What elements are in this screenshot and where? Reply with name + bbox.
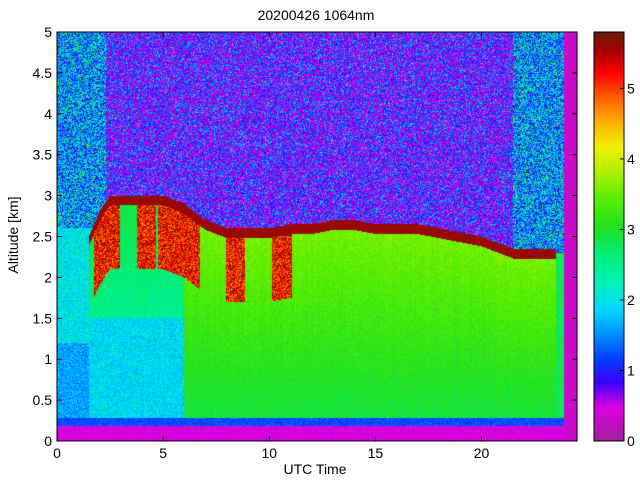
x-tick-label: 10	[261, 445, 277, 461]
y-tick-label: 4.5	[33, 65, 53, 81]
x-tick-label: 15	[368, 445, 384, 461]
y-tick-label: 2.5	[33, 229, 53, 245]
colorbar-tick-label: 0	[627, 433, 635, 449]
colorbar-frame	[593, 31, 625, 442]
y-tick-label: 3	[44, 188, 52, 204]
chart-title: 20200426 1064nm	[258, 7, 375, 23]
colorbar-tick-label: 1	[627, 362, 635, 378]
colorbar	[594, 32, 624, 441]
x-axis-label: UTC Time	[284, 461, 347, 477]
y-tick-label: 4	[44, 106, 52, 122]
x-axis-ticks: 0 5 10 15 20	[53, 32, 489, 461]
y-tick-label: 1	[44, 351, 52, 367]
colorbar-tick-label: 4	[627, 151, 635, 167]
y-axis-ticks: 0 0.5 1 1.5 2 2.5 3 3.5 4 4.5 5	[33, 24, 577, 449]
x-tick-label: 20	[474, 445, 490, 461]
x-tick-label: 0	[53, 445, 61, 461]
y-tick-label: 1.5	[33, 310, 53, 326]
y-tick-label: 5	[44, 24, 52, 40]
colorbar-ticks: 0 1 2 3 4 5	[620, 80, 635, 449]
backscatter-heatmap	[57, 32, 577, 441]
y-tick-label: 0.5	[33, 392, 53, 408]
colorbar-canvas-holder	[594, 32, 624, 441]
y-tick-label: 0	[44, 433, 52, 449]
heatmap-canvas-holder	[57, 32, 577, 441]
y-tick-label: 2	[44, 269, 52, 285]
colorbar-tick-label: 2	[627, 292, 635, 308]
y-tick-label: 3.5	[33, 147, 53, 163]
y-axis-label: Altitude [km]	[5, 196, 21, 273]
colorbar-tick-label: 5	[627, 80, 635, 96]
x-tick-label: 5	[159, 445, 167, 461]
colorbar-tick-label: 3	[627, 221, 635, 237]
